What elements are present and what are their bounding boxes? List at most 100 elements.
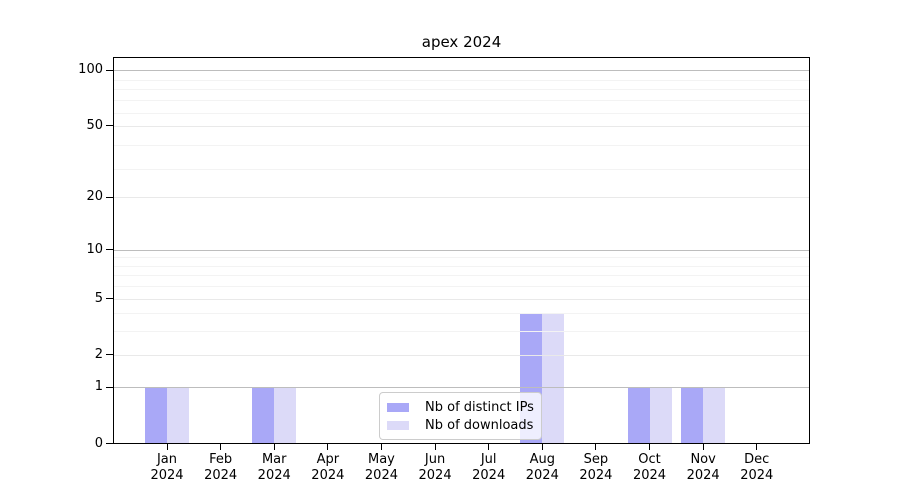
x-axis-label-year: 2024 — [418, 468, 452, 483]
y-axis-tick — [106, 386, 113, 388]
x-axis-label: Jan 2024 — [139, 452, 195, 484]
y-axis-label: 2 — [94, 346, 103, 362]
x-axis-tick — [488, 444, 490, 450]
x-axis-label-year: 2024 — [204, 468, 238, 483]
bar-distinct-ips-oct — [627, 387, 650, 443]
x-axis-label-year: 2024 — [686, 468, 720, 483]
legend-swatch-downloads — [387, 420, 409, 430]
x-axis-label-month: Jun — [424, 452, 446, 467]
x-axis-label-month: Apr — [316, 452, 340, 467]
x-axis-tick — [702, 444, 704, 450]
y-axis-tick — [106, 125, 113, 127]
x-axis-label: Apr 2024 — [300, 452, 356, 484]
bar-downloads-jan — [167, 387, 189, 443]
legend-label-distinct-ips: Nb of distinct IPs — [425, 399, 534, 415]
x-axis-label-year: 2024 — [257, 468, 291, 483]
x-axis-label-year: 2024 — [740, 468, 774, 483]
bar-downloads-nov — [703, 387, 726, 443]
y-axis-tick — [106, 69, 113, 71]
y-axis-tick — [106, 196, 113, 198]
x-axis-label-year: 2024 — [364, 468, 398, 483]
minor-gridline — [114, 113, 809, 114]
x-axis-label-month: May — [368, 452, 395, 467]
y-axis-label: 50 — [86, 117, 103, 133]
minor-gridline — [114, 145, 809, 146]
x-axis-label-month: Oct — [638, 452, 661, 467]
major-gridline — [114, 299, 809, 300]
major-gridline — [114, 126, 809, 127]
minor-gridline — [114, 257, 809, 258]
x-axis-label-month: Aug — [529, 452, 555, 467]
bar-downloads-mar — [274, 387, 297, 443]
major-gridline — [114, 387, 809, 388]
minor-gridline — [114, 266, 809, 267]
y-axis-label: 10 — [86, 241, 103, 257]
x-axis-label: Jul 2024 — [461, 452, 517, 484]
major-gridline — [114, 70, 809, 71]
x-axis-label: May 2024 — [353, 452, 409, 484]
legend-item-distinct-ips: Nb of distinct IPs — [387, 398, 534, 416]
x-axis-tick — [541, 444, 543, 450]
x-axis-tick — [380, 444, 382, 450]
x-axis-tick — [327, 444, 329, 450]
x-axis-label: Mar 2024 — [246, 452, 302, 484]
x-axis-label: Feb 2024 — [193, 452, 249, 484]
bar-distinct-ips-nov — [681, 387, 704, 443]
x-axis-label-year: 2024 — [579, 468, 613, 483]
x-axis-tick — [649, 444, 651, 450]
chart-title: apex 2024 — [421, 33, 502, 51]
x-axis-label-year: 2024 — [472, 468, 506, 483]
y-axis-tick — [106, 354, 113, 356]
minor-gridline — [114, 80, 809, 81]
y-axis-label: 5 — [94, 290, 103, 306]
minor-gridline — [114, 313, 809, 314]
bar-downloads-aug — [542, 313, 565, 443]
bar-downloads-oct — [649, 387, 672, 443]
y-axis-label: 1 — [94, 379, 103, 395]
y-axis-tick — [106, 443, 113, 444]
x-axis-tick — [220, 444, 222, 450]
x-axis-label-month: Mar — [261, 452, 287, 467]
plot-area: 0 1 2 5 10 20 50 100 Jan 2024 Feb 2024 Mar 2024 Apr 202… — [78, 57, 810, 483]
y-axis-label: 100 — [78, 62, 103, 78]
minor-gridline — [114, 89, 809, 90]
legend-label-downloads: Nb of downloads — [425, 417, 534, 433]
x-axis-label: Nov 2024 — [675, 452, 731, 484]
x-axis-label: Dec 2024 — [729, 452, 785, 484]
major-gridline — [114, 355, 809, 356]
minor-gridline — [114, 286, 809, 287]
x-axis-label-month: Jan — [156, 452, 178, 467]
x-axis-tick — [166, 444, 168, 450]
x-axis-label-month: Feb — [209, 452, 233, 467]
x-axis-tick — [273, 444, 275, 450]
x-axis-tick — [756, 444, 758, 450]
x-axis-tick — [595, 444, 597, 450]
bar-distinct-ips-mar — [252, 387, 275, 443]
x-axis-label-month: Sep — [583, 452, 609, 467]
x-axis-label: Sep 2024 — [568, 452, 624, 484]
x-axis-tick — [434, 444, 436, 450]
bar-distinct-ips-jan — [145, 387, 167, 443]
x-axis-label-month: Nov — [690, 452, 716, 467]
minor-gridline — [114, 331, 809, 332]
y-axis-tick — [106, 249, 113, 251]
legend: Nb of distinct IPs Nb of downloads — [379, 392, 542, 440]
x-axis-label-year: 2024 — [632, 468, 667, 483]
x-axis-label-year: 2024 — [311, 468, 345, 483]
minor-gridline — [114, 100, 809, 101]
minor-gridline — [114, 275, 809, 276]
y-axis-label: 0 — [94, 435, 103, 451]
x-axis-label-year: 2024 — [150, 468, 184, 483]
y-axis-label: 20 — [86, 189, 103, 205]
minor-gridline — [114, 169, 809, 170]
x-axis-label-year: 2024 — [525, 468, 559, 483]
legend-item-downloads: Nb of downloads — [387, 416, 533, 434]
major-gridline — [114, 250, 809, 251]
legend-swatch-distinct-ips — [387, 402, 409, 412]
x-axis-label: Jun 2024 — [407, 452, 463, 484]
x-axis-label-month: Dec — [744, 452, 770, 467]
x-axis-label-month: Jul — [480, 452, 497, 467]
x-axis-label: Aug 2024 — [514, 452, 570, 484]
major-gridline — [114, 197, 809, 198]
